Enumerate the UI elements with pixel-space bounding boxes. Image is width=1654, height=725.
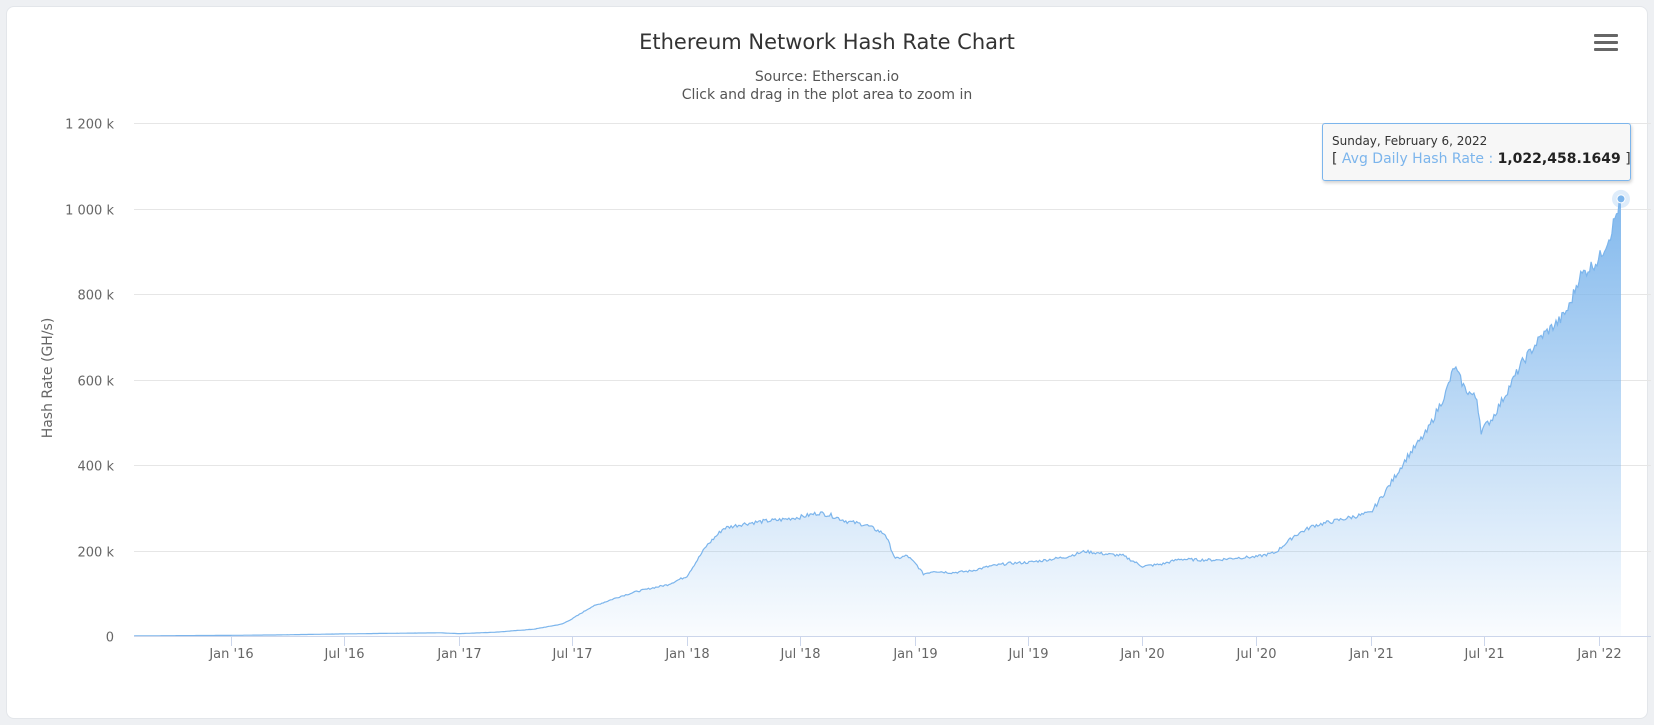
- series-layer[interactable]: [133, 189, 1630, 637]
- series-area-fill: [134, 197, 1621, 637]
- x-tick-label: Jan '20: [1119, 647, 1164, 662]
- data-tooltip: Sunday, February 6, 2022 [ Avg Daily Has…: [1322, 123, 1631, 181]
- x-tick-label: Jan '17: [436, 647, 481, 662]
- x-tick-label: Jan '22: [1576, 647, 1621, 662]
- hamburger-menu-icon[interactable]: [1594, 34, 1618, 56]
- y-tick-label: 800 k: [78, 289, 115, 304]
- tooltip-series-label: Avg Daily Hash Rate :: [1341, 151, 1494, 167]
- tooltip-value: 1,022,458.1649: [1497, 151, 1621, 167]
- subtitle-zoom-hint: Click and drag in the plot area to zoom …: [681, 87, 973, 103]
- y-tick-label: 1 200 k: [65, 118, 114, 133]
- tooltip-open-bracket: [: [1332, 151, 1338, 167]
- x-tick-label: Jul '20: [1236, 647, 1277, 662]
- x-tick-label: Jan '16: [208, 647, 253, 662]
- x-tick-label: Jul '19: [1008, 647, 1049, 662]
- y-tick-label: 200 k: [78, 546, 115, 561]
- y-axis-title: Hash Rate (GH/s): [40, 318, 56, 439]
- y-tick-label: 400 k: [78, 460, 115, 475]
- subtitle-source: Source: Etherscan.io: [754, 69, 900, 85]
- series-line-avg-daily-hash-rate: [133, 195, 1622, 637]
- x-tick-label: Jul '21: [1464, 647, 1505, 662]
- y-tick-label: 0: [106, 631, 114, 646]
- axis-layer: 0 200 k 400 k 600 k 800 k 1 000 k 1 200 k Jan '…: [65, 118, 1651, 662]
- x-tick-label: Jan '19: [892, 647, 937, 662]
- y-tick-label: 600 k: [78, 375, 115, 390]
- tooltip-close-bracket: ]: [1625, 151, 1631, 167]
- menu-bar-middle: [1594, 41, 1618, 44]
- x-tick-label: Jan '18: [664, 647, 709, 662]
- x-tick-label: Jul '17: [552, 647, 593, 662]
- x-tick-label: Jul '18: [780, 647, 821, 662]
- y-tick-label: 1 000 k: [65, 204, 114, 219]
- x-tick-label: Jan '21: [1348, 647, 1393, 662]
- tooltip-date: Sunday, February 6, 2022: [1332, 134, 1488, 148]
- chart-subtitle: Source: Etherscan.io Click and drag in t…: [0, 68, 1654, 104]
- x-tick-label: Jul '16: [324, 647, 365, 662]
- tooltip-line: [ Avg Daily Hash Rate : 1,022,458.1649 ]: [1332, 151, 1631, 167]
- menu-bar-top: [1594, 34, 1618, 37]
- hover-point-marker: [1616, 194, 1626, 204]
- chart-title: Ethereum Network Hash Rate Chart: [639, 30, 1015, 54]
- menu-bar-bottom: [1594, 48, 1618, 51]
